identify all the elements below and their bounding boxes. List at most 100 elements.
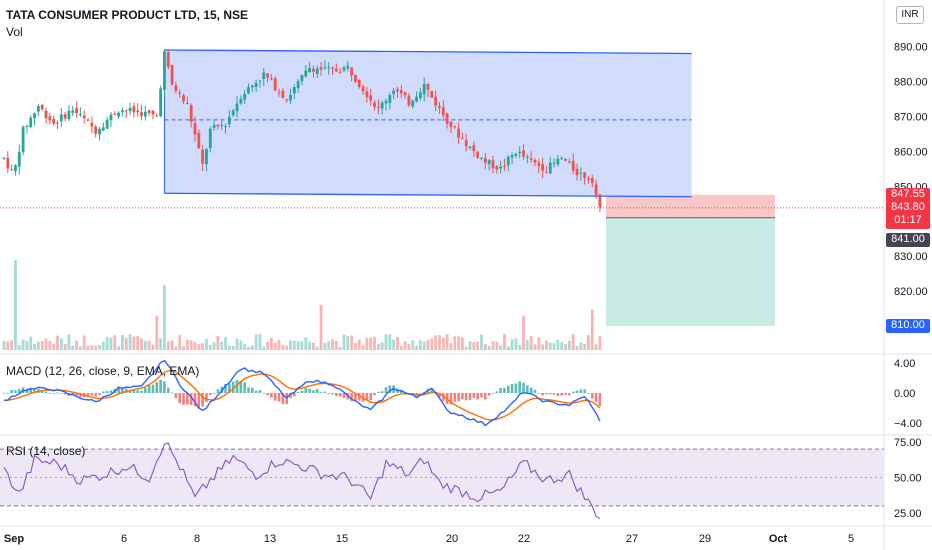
macd-histogram-bar bbox=[98, 393, 101, 396]
candle-body bbox=[422, 84, 426, 95]
candle-body bbox=[182, 95, 185, 102]
price-channel[interactable] bbox=[163, 49, 692, 198]
macd-histogram-bar bbox=[182, 393, 185, 405]
candle-body bbox=[388, 95, 392, 103]
candle-body bbox=[231, 110, 235, 116]
candle-body bbox=[243, 93, 247, 100]
candle-body bbox=[71, 110, 75, 113]
candle-body bbox=[59, 114, 63, 122]
macd-line bbox=[3, 359, 601, 427]
macd-histogram-bar bbox=[44, 391, 48, 393]
candle-body bbox=[380, 102, 384, 109]
volume-bar bbox=[170, 340, 174, 350]
macd-histogram-bar bbox=[327, 393, 330, 394]
volume-bar bbox=[121, 335, 124, 350]
macd-label[interactable]: MACD (12, 26, close, 9, EMA, EMA) bbox=[6, 364, 200, 378]
macd-histogram-bar bbox=[235, 379, 239, 393]
volume-bar bbox=[193, 341, 197, 350]
candle-body bbox=[63, 114, 67, 119]
volume-bar bbox=[461, 337, 464, 350]
time-tick-label: 8 bbox=[194, 533, 200, 545]
macd-histogram-bar bbox=[128, 389, 132, 393]
volume-bar bbox=[422, 341, 426, 350]
candle-body bbox=[227, 116, 231, 125]
macd-histogram-bar bbox=[289, 393, 292, 399]
volume-bar bbox=[487, 345, 491, 350]
volume-bar bbox=[231, 346, 235, 350]
macd-histogram-bar bbox=[228, 383, 231, 393]
macd-histogram-bar bbox=[132, 389, 136, 393]
stop-loss-zone bbox=[606, 194, 775, 218]
candle-body bbox=[36, 106, 40, 112]
volume-bar bbox=[380, 342, 384, 350]
candle-body bbox=[323, 67, 327, 69]
candle-body bbox=[338, 71, 342, 73]
candle-body bbox=[147, 110, 151, 113]
candle-body bbox=[296, 81, 300, 89]
macd-histogram-bar bbox=[594, 393, 598, 402]
macd-histogram-bar bbox=[208, 393, 212, 395]
macd-histogram-bar bbox=[251, 387, 254, 393]
candle-body bbox=[289, 95, 292, 101]
candle-body bbox=[468, 146, 472, 148]
volume-bar bbox=[270, 337, 273, 350]
candle-body bbox=[453, 126, 457, 128]
position-zones[interactable] bbox=[0, 194, 884, 327]
volume-bar bbox=[151, 344, 155, 350]
rsi-label[interactable]: RSI (14, close) bbox=[6, 444, 86, 458]
candle-body bbox=[201, 149, 205, 164]
volume-bar bbox=[495, 341, 499, 350]
macd-histogram-bar bbox=[495, 391, 499, 393]
candle-body bbox=[29, 117, 33, 128]
macd-histogram-bar bbox=[506, 385, 510, 393]
volume-bar bbox=[10, 340, 14, 350]
volume-bar bbox=[541, 344, 545, 350]
volume-bar bbox=[140, 338, 143, 350]
macd-histogram-bar bbox=[491, 393, 495, 394]
candle-body bbox=[109, 114, 113, 121]
macd-histogram-bar bbox=[388, 385, 392, 393]
macd-histogram-bar bbox=[533, 389, 537, 393]
candle-body bbox=[418, 92, 422, 99]
candle-body bbox=[480, 157, 483, 159]
candle-body bbox=[193, 123, 197, 135]
volume-bar bbox=[552, 343, 556, 350]
currency-badge[interactable]: INR bbox=[896, 6, 924, 24]
volume-bar bbox=[346, 335, 350, 350]
candle-body bbox=[541, 164, 545, 171]
volume-bar bbox=[334, 340, 338, 350]
symbol-title[interactable]: TATA CONSUMER PRODUCT LTD, 15, NSE bbox=[6, 8, 249, 22]
candle-body bbox=[44, 110, 48, 119]
volume-bar bbox=[411, 340, 415, 350]
macd-histogram-bar bbox=[319, 392, 323, 393]
candle-body bbox=[396, 89, 399, 92]
volume-label[interactable]: Vol bbox=[6, 25, 23, 39]
macd-histogram-bar bbox=[587, 393, 590, 394]
candle-body bbox=[277, 92, 281, 94]
volume-bar bbox=[205, 338, 208, 350]
volume-bar bbox=[6, 341, 10, 350]
candle-body bbox=[510, 155, 514, 158]
candle-body bbox=[166, 52, 170, 67]
candle-body bbox=[212, 125, 216, 128]
candle-body bbox=[491, 160, 495, 169]
candle-body bbox=[113, 113, 117, 115]
time-tick-label: 27 bbox=[626, 533, 638, 545]
candle-body bbox=[411, 100, 415, 107]
volume-bar bbox=[300, 341, 304, 350]
candle-body bbox=[48, 116, 52, 121]
candle-body bbox=[98, 128, 101, 135]
macd-histogram-bar bbox=[464, 393, 468, 401]
macd-histogram-bar bbox=[552, 393, 556, 395]
candle-body bbox=[273, 78, 277, 91]
candle-body bbox=[17, 151, 21, 167]
candle-body bbox=[533, 159, 537, 163]
macd-histogram-bar bbox=[277, 393, 281, 402]
macd-histogram-bar bbox=[503, 387, 506, 393]
macd-histogram-bar bbox=[373, 393, 376, 396]
macd-histogram-bar bbox=[109, 390, 113, 393]
candle-body bbox=[441, 107, 445, 116]
macd-histogram-bar bbox=[60, 393, 63, 394]
macd-histogram-bar bbox=[231, 381, 235, 393]
